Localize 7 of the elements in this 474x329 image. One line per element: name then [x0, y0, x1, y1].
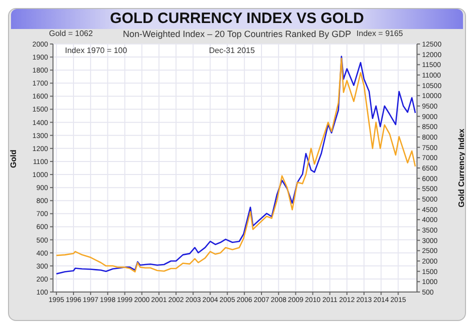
annotation: Dec-31 2015: [209, 46, 255, 55]
text: Index = 9165: [356, 29, 403, 38]
y-axis-title: Gold: [8, 150, 18, 168]
chart-title: GOLD CURRENCY INDEX VS GOLD: [11, 9, 463, 29]
annotation: Index 1970 = 100: [65, 46, 128, 55]
chart-subtitle: Non-Weighted Index – 20 Top Countries Ranked By GDP: [122, 29, 352, 39]
text: Gold = 1062: [49, 29, 93, 38]
